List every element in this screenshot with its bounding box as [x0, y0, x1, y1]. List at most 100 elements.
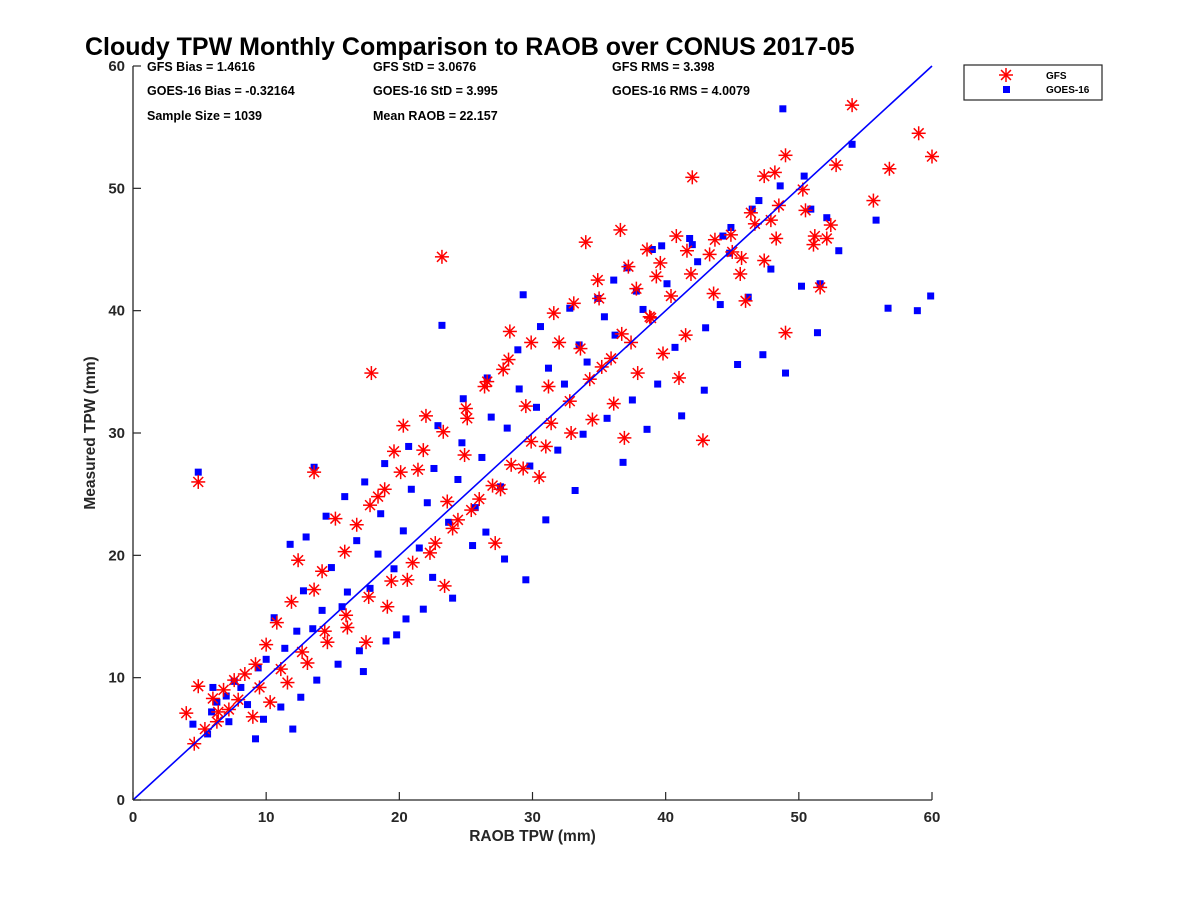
- axes: 0 10 20 30 40 50 60 0 10 20 30 40 50 60: [108, 58, 940, 826]
- gfs-point: [743, 205, 758, 220]
- goes16-point: [767, 265, 775, 273]
- goes16-point: [522, 576, 530, 584]
- goes16-point: [194, 468, 202, 476]
- gfs-point: [501, 352, 516, 367]
- gfs-point: [629, 281, 644, 296]
- goes16-point: [571, 486, 579, 494]
- legend-box: [963, 64, 1103, 101]
- gfs-point: [757, 253, 772, 268]
- goes16-point: [716, 301, 724, 309]
- goes16-point: [407, 485, 415, 493]
- gfs-point: [866, 193, 881, 208]
- goes16-point: [643, 425, 651, 433]
- goes16-point: [658, 242, 666, 250]
- goes16-point: [913, 307, 921, 315]
- gfs-point: [604, 351, 619, 366]
- gfs-point: [516, 461, 531, 476]
- goes16-point: [884, 304, 892, 312]
- gfs-point: [337, 544, 352, 559]
- gfs-point: [582, 372, 597, 387]
- gfs-point: [578, 235, 593, 250]
- gfs-point: [642, 309, 657, 324]
- goes16-point: [429, 573, 437, 581]
- gfs-point: [845, 98, 860, 113]
- y-ticks: 0 10 20 30 40 50 60: [108, 58, 141, 809]
- gfs-point: [778, 325, 793, 340]
- y-tick-label: 40: [108, 303, 125, 320]
- gfs-point: [259, 637, 274, 652]
- gfs-point: [434, 249, 449, 264]
- goes16-point: [419, 605, 427, 613]
- goes16-point: [536, 323, 544, 331]
- goes16-point: [694, 258, 702, 266]
- gfs-point: [496, 362, 511, 377]
- gfs-point: [925, 149, 939, 164]
- x-tick-label: 50: [790, 809, 807, 826]
- goes16-point: [270, 614, 278, 622]
- gfs-point: [364, 366, 379, 381]
- goes16-point: [671, 343, 679, 351]
- gfs-point: [488, 536, 503, 551]
- gfs-point: [683, 266, 698, 281]
- gfs-point: [211, 704, 226, 719]
- goes16-point: [544, 364, 552, 372]
- goes16-point: [619, 458, 627, 466]
- goes16-point: [361, 478, 369, 486]
- gfs-point: [707, 232, 722, 247]
- gfs-point: [359, 635, 374, 650]
- gfs-point: [564, 426, 579, 440]
- gfs-point: [380, 599, 395, 614]
- gfs-point: [685, 170, 700, 185]
- x-ticks: 0 10 20 30 40 50 60: [129, 792, 941, 826]
- goes16-point: [309, 625, 317, 633]
- goes16-point: [204, 730, 212, 738]
- goes16-point: [318, 606, 326, 614]
- goes16-point: [748, 205, 756, 213]
- goes16-point: [663, 280, 671, 288]
- goes16-point: [702, 324, 710, 332]
- goes16-point: [755, 197, 763, 205]
- goes16-point: [415, 544, 423, 552]
- gfs-point: [733, 266, 748, 281]
- goes16-point: [776, 182, 784, 190]
- gfs-point: [221, 702, 236, 717]
- stats-annotations: GFS Bias = 1.4616 GFS StD = 3.0676 GFS R…: [147, 60, 750, 123]
- gfs-point: [630, 366, 645, 381]
- gfs-point: [706, 286, 721, 301]
- gfs-point: [179, 706, 194, 721]
- goes16-point: [277, 703, 285, 711]
- stat-gfs-rms: GFS RMS = 3.398: [612, 60, 715, 74]
- goes16-point: [189, 720, 197, 728]
- x-tick-label: 60: [924, 809, 941, 826]
- goes16-point: [399, 527, 407, 535]
- goes16-point: [848, 140, 856, 148]
- legend: GFS GOES-16: [963, 64, 1103, 101]
- gfs-point: [734, 251, 749, 266]
- gfs-point: [671, 370, 686, 385]
- gfs-point: [284, 594, 299, 609]
- goes16-point: [355, 647, 363, 655]
- gfs-point: [613, 222, 628, 237]
- goes16-point: [600, 313, 608, 321]
- gfs-point: [445, 521, 460, 536]
- goes16-point: [359, 668, 367, 676]
- y-tick-label: 60: [108, 58, 125, 75]
- goes16-point: [686, 234, 694, 242]
- goes16-point: [458, 439, 466, 447]
- goes16-point: [449, 594, 457, 602]
- gfs-point: [436, 424, 451, 439]
- gfs-point: [679, 243, 694, 258]
- goes16-point: [639, 305, 647, 313]
- plot-area: [132, 65, 939, 801]
- x-tick-label: 30: [524, 809, 541, 826]
- goes16-point: [382, 637, 390, 645]
- gfs-point: [585, 412, 600, 427]
- gfs-point: [678, 328, 693, 343]
- goes16-point: [281, 644, 289, 652]
- y-tick-label: 30: [108, 425, 125, 442]
- gfs-point: [695, 433, 710, 448]
- goes16-point: [575, 341, 583, 349]
- gfs-point: [819, 231, 834, 246]
- gfs-point: [546, 306, 561, 321]
